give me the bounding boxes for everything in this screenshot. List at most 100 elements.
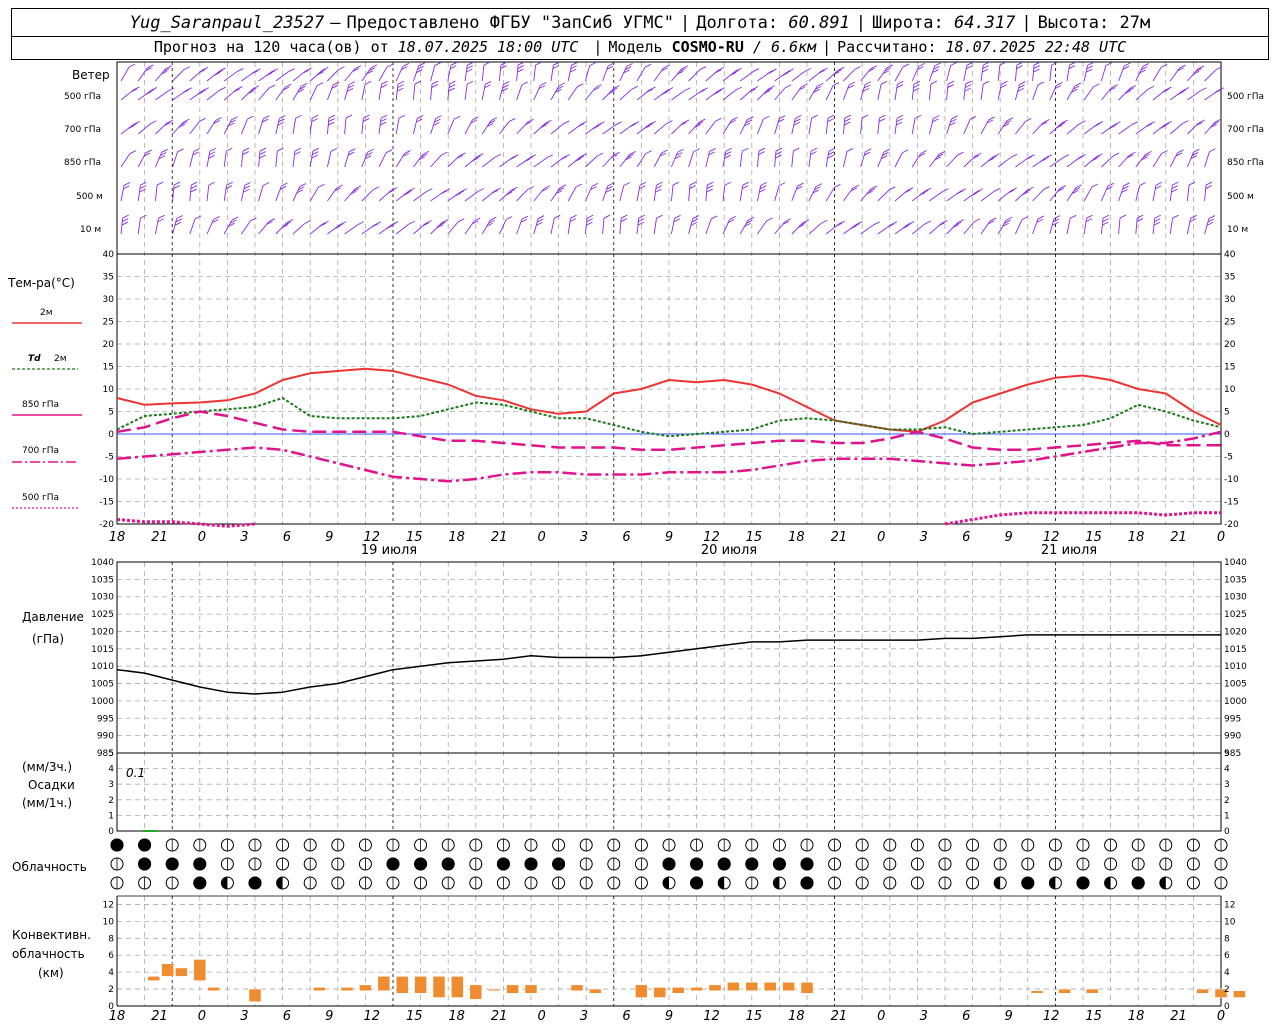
- series-layer: [116, 367, 1222, 695]
- header-row-station: Yug_Saranpaul_23527 – Предоставлено ФГБУ…: [11, 8, 1269, 37]
- cloud-fill-full: [1021, 876, 1035, 890]
- wind-barb-flag: [284, 221, 291, 226]
- wind-level-500m: 500 м: [76, 192, 103, 202]
- x-tick-upper: 18: [109, 530, 126, 545]
- alt-label: Высота:: [1037, 12, 1110, 33]
- temp-tick-right: 30: [1224, 295, 1236, 305]
- wind-barb-flag: [782, 221, 789, 225]
- wind-barb-flag: [854, 66, 861, 70]
- wind-barb: [498, 65, 502, 82]
- wind-barb-flag: [1074, 82, 1082, 87]
- x-tick-upper: 21: [491, 530, 508, 545]
- wind-barb-flag: [448, 84, 456, 88]
- wind-barb-flag: [354, 185, 362, 190]
- wind-barb-flag: [820, 219, 828, 224]
- wind-barb-flag: [982, 65, 989, 70]
- wind-barb-flag: [846, 148, 854, 152]
- wind-barb: [275, 185, 282, 202]
- precip-bar: [143, 830, 158, 832]
- wind-barb-flag: [215, 117, 222, 121]
- wind-barb-flag: [213, 72, 221, 76]
- wind-barb-flag: [1102, 214, 1110, 219]
- wind-barb-flag: [477, 153, 484, 158]
- wind-barb-flag: [178, 123, 185, 128]
- wind-barb-flag: [629, 151, 636, 155]
- wind-level-850hpa-right: 850 гПа: [1227, 158, 1264, 168]
- wind-barb: [928, 118, 934, 135]
- temp-tick-right: 5: [1224, 408, 1230, 418]
- wind-barb: [189, 121, 200, 135]
- wind-barb: [619, 154, 631, 168]
- wind-barb: [464, 65, 468, 82]
- x-tick-lower: 21: [1170, 1009, 1187, 1024]
- wind-level-10m-right: 10 м: [1227, 225, 1248, 235]
- wind-barb-flag: [1171, 185, 1179, 190]
- pressure-tick-left: 1035: [91, 575, 114, 585]
- wind-barb: [1118, 124, 1132, 135]
- day-label-20: 20 июля: [701, 543, 757, 558]
- wind-barb: [395, 153, 406, 168]
- wind-barb-flag: [242, 151, 249, 155]
- wind-barb-flag: [816, 82, 824, 87]
- wind-barb-flag: [262, 118, 269, 123]
- wind-barb: [326, 118, 330, 135]
- wind-barb-flag: [225, 185, 233, 190]
- wind-barb-flag: [1215, 66, 1223, 71]
- wind-barb: [602, 124, 616, 135]
- cloud-fill-full: [690, 857, 704, 871]
- cloud-fill-full: [165, 857, 179, 871]
- precip-tick-left: 3: [108, 780, 114, 790]
- wind-barb-flag: [311, 114, 319, 119]
- wind-barb-flag: [268, 84, 276, 89]
- wind-barb-flag: [759, 185, 767, 190]
- wind-barb-flag: [1165, 86, 1172, 91]
- wind-barb-flag: [1004, 120, 1012, 125]
- wind-barb: [688, 151, 694, 168]
- wind-barb-flag: [810, 151, 817, 156]
- wind-barb: [1083, 65, 1088, 82]
- wind-barb-flag: [486, 222, 493, 227]
- wind-barb-flag: [316, 71, 324, 76]
- x-tick-upper: 3: [920, 530, 928, 545]
- wind-barb-flag: [1093, 83, 1100, 88]
- wind-barb-flag: [638, 214, 645, 219]
- wind-barb-flag: [431, 80, 439, 85]
- wind-barb-flag: [1109, 87, 1116, 91]
- wind-barb-flag: [715, 69, 722, 74]
- wind-barb-flag: [296, 189, 304, 194]
- wind-barb-flag: [332, 81, 340, 86]
- wind-barb-flag: [472, 220, 479, 225]
- wind-barb-flag: [494, 187, 501, 192]
- legend-t2m: 2м: [40, 308, 53, 318]
- wind-barb-flag: [311, 118, 318, 123]
- wind-barb: [361, 189, 374, 202]
- wind-barb: [413, 153, 424, 168]
- wind-barb-flag: [680, 121, 687, 126]
- header-row-forecast: Прогноз на 120 часа(ов) от 18.07.2025 18…: [11, 35, 1269, 60]
- wind-barb-flag: [500, 65, 507, 69]
- wind-barb-flag: [1126, 154, 1134, 159]
- wind-barb-flag: [526, 156, 534, 161]
- wind-barb: [275, 151, 278, 168]
- wind-barb-flag: [338, 66, 345, 71]
- conv-bar: [1030, 990, 1044, 994]
- wind-barb-flag: [1177, 149, 1184, 154]
- wind-barb-flag: [242, 147, 250, 152]
- wind-barb: [344, 224, 358, 235]
- wind-barb-flag: [191, 181, 198, 186]
- wind-barb: [464, 220, 475, 235]
- wind-barb-flag: [794, 118, 801, 123]
- wind-barb-flag: [163, 68, 170, 72]
- wind-barb: [378, 84, 382, 101]
- wind-barb-flag: [724, 154, 731, 159]
- wind-barb: [739, 119, 748, 135]
- wind-barb-flag: [1105, 62, 1113, 67]
- conv-tick-right: 6: [1224, 951, 1230, 961]
- wind-barb-flag: [199, 117, 206, 122]
- wind-barb-flag: [183, 118, 190, 123]
- temp-tick-right: 25: [1224, 318, 1235, 328]
- wind-barb: [980, 65, 984, 82]
- wind-barb-flag: [832, 82, 840, 86]
- temp-tick-left: 0: [108, 430, 114, 440]
- wind-barb-flag: [1197, 65, 1205, 70]
